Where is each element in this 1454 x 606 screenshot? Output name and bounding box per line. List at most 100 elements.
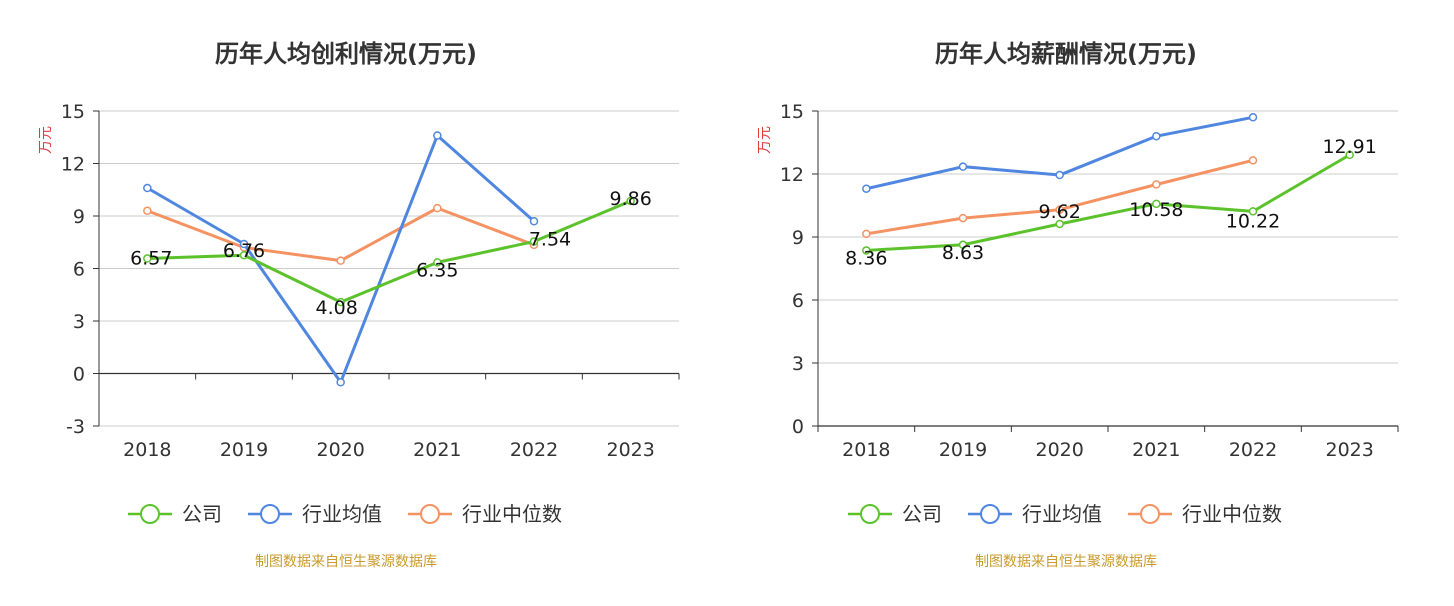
data-label: 9.62 <box>1039 201 1081 223</box>
legend-label: 行业中位数 <box>1182 502 1282 526</box>
data-point <box>626 196 635 206</box>
data-point <box>862 246 871 255</box>
legend-swatch-marker <box>420 504 440 524</box>
series-lines <box>143 131 635 387</box>
axes: 15 12 9 6 3 0 -3 2018 2019 2020 2021 2022 2023 <box>61 101 680 461</box>
data-label: 9.86 <box>610 188 652 210</box>
legend-item[interactable]: 行业中位数 <box>1128 502 1282 526</box>
data-point <box>433 258 442 267</box>
data-point <box>958 162 968 171</box>
legend-swatch-marker <box>860 504 880 524</box>
y-tick-label: 15 <box>61 101 85 123</box>
data-point <box>336 297 345 307</box>
legend-label: 行业均值 <box>1022 502 1102 526</box>
y-tick-label: 12 <box>61 154 85 176</box>
series-lines <box>862 113 1354 255</box>
data-point <box>433 131 442 140</box>
data-point <box>1055 219 1064 229</box>
legend-label: 行业均值 <box>302 502 382 526</box>
data-label: 6.76 <box>223 240 265 262</box>
data-point <box>336 378 345 387</box>
legend-swatch-marker <box>260 504 280 524</box>
grid-lines <box>818 110 1398 364</box>
legend-item[interactable]: 公司 <box>848 502 942 526</box>
legend-item[interactable]: 公司 <box>128 502 222 526</box>
data-point <box>1055 205 1064 214</box>
y-tick-label: 3 <box>73 311 85 333</box>
x-tick-label: 2021 <box>413 439 461 461</box>
x-tick-label: 2022 <box>510 439 558 461</box>
data-labels: 8.36 8.63 9.62 10.58 10.22 12.91 <box>845 136 1377 270</box>
x-tick-label: 2019 <box>939 439 987 461</box>
y-tick-label: 3 <box>792 353 804 375</box>
data-point <box>529 217 539 226</box>
data-point <box>1248 113 1258 122</box>
y-tick-label: -3 <box>66 416 85 438</box>
y-tick-label: 0 <box>73 364 85 386</box>
data-point <box>239 250 249 260</box>
data-point <box>862 229 871 239</box>
data-label: 8.63 <box>942 242 984 264</box>
x-tick-label: 2023 <box>606 439 654 461</box>
data-label: 12.91 <box>1322 136 1376 158</box>
y-axis-unit: 万元 <box>757 126 773 154</box>
legend-item[interactable]: 行业中位数 <box>408 502 562 526</box>
x-tick-label: 2023 <box>1325 439 1373 461</box>
y-tick-label: 6 <box>73 259 85 281</box>
chart-title: 历年人均薪酬情况(万元) <box>935 40 1197 68</box>
legend: 公司 行业均值 行业中位数 <box>128 502 562 526</box>
source-note: 制图数据来自恒生聚源数据库 <box>975 554 1157 570</box>
y-tick-label: 9 <box>792 227 804 249</box>
y-tick-label: 15 <box>780 101 804 123</box>
data-point <box>862 184 871 193</box>
legend-swatch-marker <box>980 504 1000 524</box>
data-point <box>143 183 152 193</box>
y-axis-unit: 万元 <box>38 126 54 154</box>
data-point <box>1248 156 1258 165</box>
x-tick-label: 2022 <box>1229 439 1277 461</box>
data-point <box>529 237 539 246</box>
legend-swatch-marker <box>140 504 160 524</box>
legend: 公司 行业均值 行业中位数 <box>848 502 1282 526</box>
x-tick-label: 2021 <box>1132 439 1180 461</box>
x-tick-label: 2020 <box>316 439 364 461</box>
x-tick-label: 2019 <box>220 439 268 461</box>
data-point <box>433 203 442 213</box>
data-point <box>239 239 249 249</box>
y-tick-label: 0 <box>792 416 804 438</box>
legend-item[interactable]: 行业均值 <box>968 502 1102 526</box>
profit-per-capita-chart: 历年人均创利情况(万元) 万元 15 12 9 6 3 0 -3 2018 2019 2020 20… <box>38 40 680 570</box>
data-label: 6.57 <box>130 248 172 270</box>
data-point <box>958 240 968 250</box>
y-tick-label: 6 <box>792 290 804 312</box>
data-label: 6.35 <box>416 259 458 281</box>
x-tick-label: 2020 <box>1035 439 1083 461</box>
x-tick-label: 2018 <box>123 439 171 461</box>
series-line <box>866 153 1351 252</box>
data-label: 8.36 <box>845 247 887 269</box>
y-tick-label: 12 <box>780 164 804 186</box>
data-point <box>1152 199 1161 209</box>
data-label: 4.08 <box>316 297 358 319</box>
x-tick-label: 2018 <box>842 439 890 461</box>
salary-per-capita-chart: 历年人均薪酬情况(万元) 万元 15 12 9 6 3 0 2018 2019 2020 2021… <box>757 40 1399 570</box>
data-point <box>1152 180 1161 189</box>
data-point <box>958 213 968 223</box>
data-point <box>1345 150 1354 160</box>
legend-label: 公司 <box>902 502 942 526</box>
data-point <box>336 256 345 265</box>
data-point <box>143 206 152 215</box>
data-point <box>1152 131 1161 141</box>
data-label: 10.58 <box>1129 199 1183 221</box>
data-label: 10.22 <box>1226 210 1280 232</box>
data-point <box>1248 207 1258 216</box>
chart-title: 历年人均创利情况(万元) <box>215 40 477 68</box>
y-tick-label: 9 <box>73 206 85 228</box>
legend-swatch-marker <box>1140 504 1160 524</box>
legend-item[interactable]: 行业均值 <box>248 502 382 526</box>
legend-label: 行业中位数 <box>462 502 562 526</box>
legend-label: 公司 <box>182 502 222 526</box>
data-label: 7.54 <box>529 229 571 251</box>
series-line <box>147 199 632 304</box>
